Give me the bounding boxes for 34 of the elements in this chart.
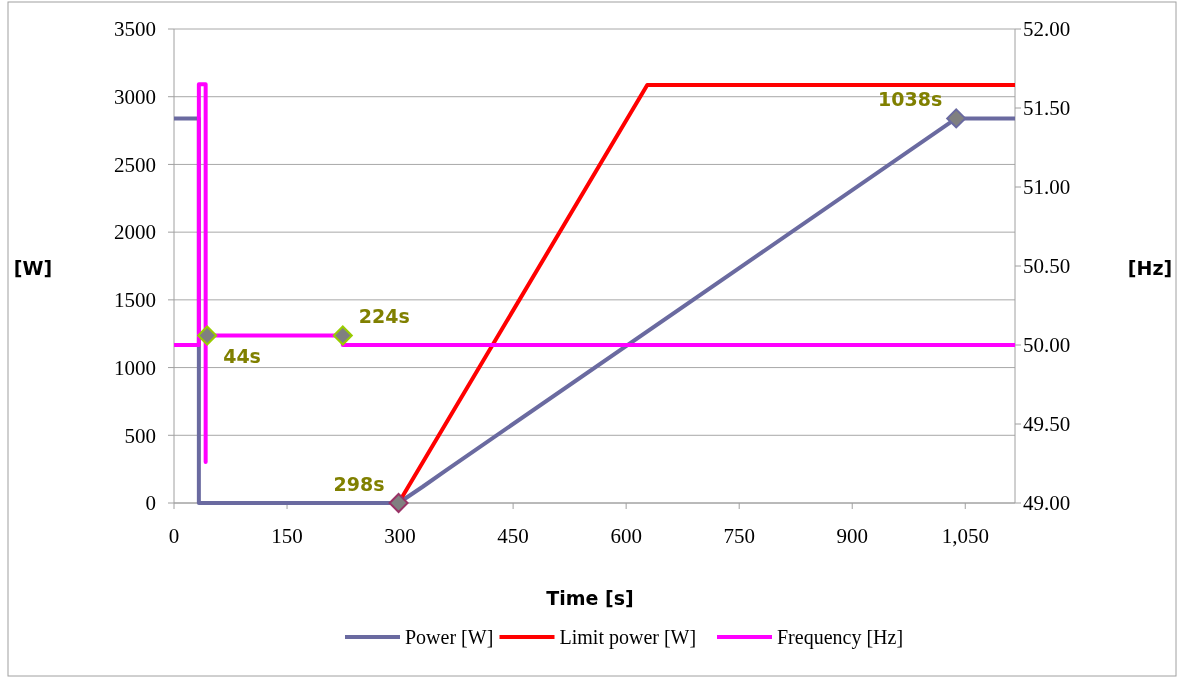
y2-tick-label: 49.50 [1023, 412, 1071, 437]
x-tick-label: 150 [271, 524, 303, 548]
x-tick-label: 600 [610, 524, 642, 548]
y2-tick-label: 50.00 [1023, 333, 1071, 358]
y2-tick-label: 51.00 [1023, 175, 1071, 200]
y-tick-label: 500 [124, 423, 156, 448]
y2-tick-label: 51.50 [1023, 96, 1071, 121]
y-tick-label: 1500 [114, 288, 156, 313]
y2-axis-title: [Hz] [1127, 257, 1173, 279]
x-tick-label: 1,050 [941, 524, 989, 548]
y-tick-label: 3000 [114, 85, 156, 110]
y-tick-label: 2500 [114, 152, 156, 177]
x-tick-label: 750 [723, 524, 755, 548]
x-axis-title: Time [s] [546, 587, 634, 609]
x-tick-label: 450 [497, 524, 529, 548]
y-tick-label: 1000 [114, 355, 156, 380]
annotation: 1038s [878, 88, 943, 111]
y2-tick-label: 49.00 [1023, 491, 1071, 516]
x-tick-label: 300 [384, 524, 416, 548]
y-tick-label: 0 [145, 491, 156, 516]
x-tick-label: 900 [836, 524, 868, 548]
annotation: 298s [333, 473, 385, 495]
legend-label: Frequency [Hz] [777, 626, 904, 649]
y-tick-label: 3500 [114, 17, 156, 42]
y2-tick-label: 50.50 [1023, 254, 1071, 279]
y-tick-label: 2000 [114, 220, 156, 245]
annotation: 224s [358, 305, 410, 328]
legend-label: Limit power [W] [559, 626, 697, 649]
y2-tick-label: 52.00 [1023, 17, 1071, 42]
legend-label: Power [W] [405, 626, 494, 648]
x-tick-label: 0 [168, 524, 180, 548]
line-series [172, 82, 1017, 464]
y-axis-title: [W] [13, 257, 53, 279]
annotation: 44s [223, 345, 261, 368]
